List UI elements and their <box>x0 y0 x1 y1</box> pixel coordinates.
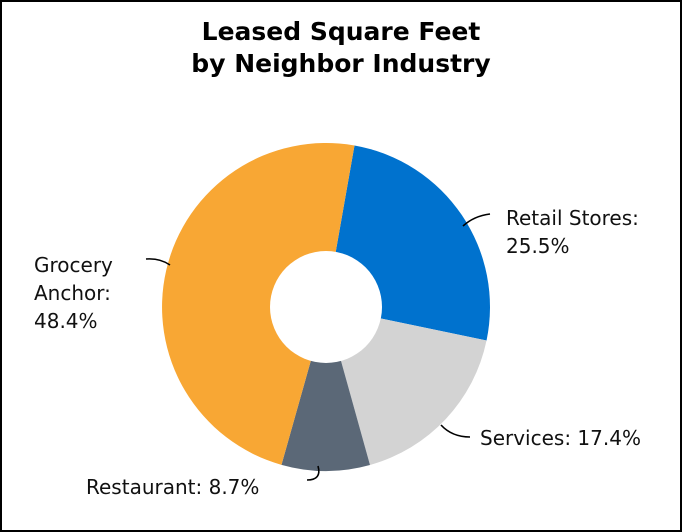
slice-grocery-anchor <box>162 143 355 465</box>
label-retail-stores-line-2: 25.5% <box>506 234 570 258</box>
label-grocery-anchor-line-3: 48.4% <box>34 309 98 333</box>
label-grocery-anchor-line-1: Grocery <box>34 253 113 277</box>
leader-line-grocery-anchor <box>145 258 171 266</box>
leader-line-services <box>440 424 471 438</box>
label-grocery-anchor-line-2: Anchor: <box>34 281 111 305</box>
chart-title-line-2: by Neighbor Industry <box>191 49 490 78</box>
donut-hole <box>270 251 382 363</box>
chart-title-line-1: Leased Square Feet <box>202 17 481 46</box>
leader-line-restaurant <box>306 465 320 481</box>
label-restaurant: Restaurant: 8.7% <box>86 475 259 499</box>
label-retail-stores-line-1: Retail Stores: <box>506 206 639 230</box>
label-services: Services: 17.4% <box>480 426 641 450</box>
leader-line-retail-stores <box>462 213 491 227</box>
slice-services <box>326 307 487 465</box>
slice-restaurant <box>281 307 370 471</box>
